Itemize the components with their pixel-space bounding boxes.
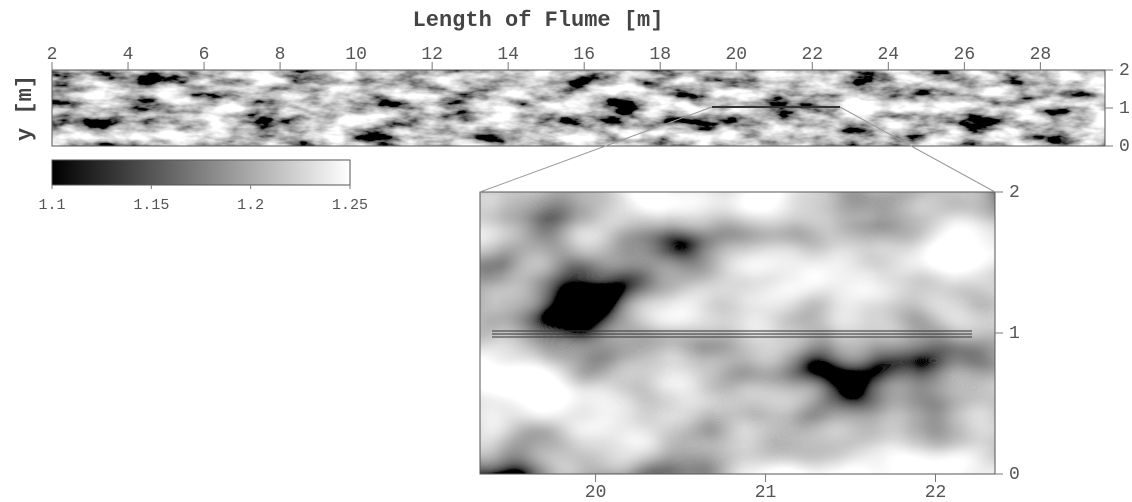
x-tick-label: 24	[878, 45, 900, 65]
colorbar-tick-label: 1.15	[133, 197, 169, 214]
x-tick-label: 10	[345, 45, 367, 65]
x-tick-label: 14	[497, 45, 519, 65]
x-tick-label: 18	[649, 45, 671, 65]
y-axis-label: y [m]	[13, 75, 38, 141]
y-tick-label: 2	[1009, 183, 1020, 203]
x-tick-label: 21	[755, 483, 777, 502]
x-tick-label: 2	[47, 45, 58, 65]
x-tick-label: 20	[585, 483, 607, 502]
colorbar-tick-label: 1.25	[332, 197, 368, 214]
x-tick-label: 4	[123, 45, 134, 65]
colorbar-tick-label: 1.2	[237, 197, 264, 214]
y-tick-label: 0	[1009, 465, 1020, 485]
y-tick-label: 0	[1119, 137, 1130, 157]
x-tick-label: 16	[573, 45, 595, 65]
x-tick-label: 26	[954, 45, 976, 65]
x-tick-label: 22	[801, 45, 823, 65]
chart-title: Length of Flume [m]	[413, 8, 664, 33]
y-tick-label: 1	[1009, 324, 1020, 344]
x-tick-label: 22	[925, 483, 947, 502]
y-tick-label: 1	[1119, 99, 1130, 119]
elevation-map	[480, 192, 995, 474]
x-tick-label: 20	[725, 45, 747, 65]
colorbar-tick-label: 1.1	[38, 197, 65, 214]
y-tick-label: 2	[1119, 61, 1130, 81]
zoom-connector	[839, 106, 996, 193]
x-tick-label: 6	[199, 45, 210, 65]
colorbar	[51, 159, 351, 186]
elevation-map	[52, 70, 1105, 146]
x-tick-label: 8	[275, 45, 286, 65]
x-tick-label: 12	[421, 45, 443, 65]
x-tick-label: 28	[1030, 45, 1052, 65]
zoom-connector	[479, 106, 713, 193]
